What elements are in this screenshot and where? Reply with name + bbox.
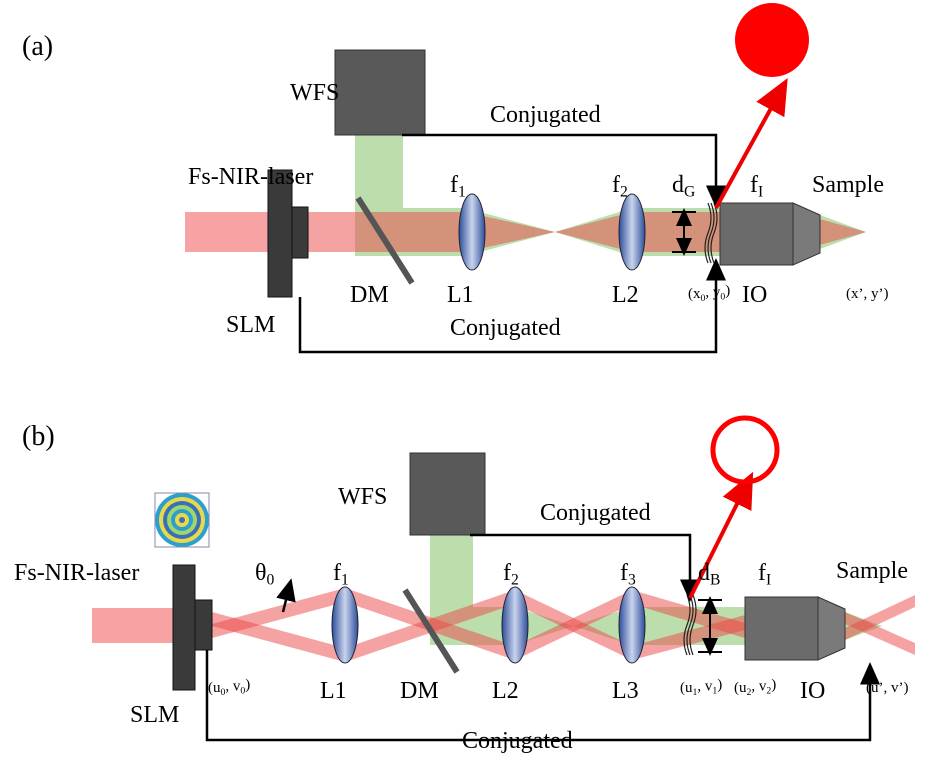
laser-beam <box>92 608 177 643</box>
text-part: B <box>710 572 720 589</box>
label: dB <box>698 560 720 589</box>
objective-tip <box>793 203 820 265</box>
text-part: ) <box>245 677 250 693</box>
text-part: , y <box>705 284 721 300</box>
label: Sample <box>836 558 908 584</box>
text-part: (u <box>208 680 221 696</box>
text-part: 3 <box>628 572 636 589</box>
label: (u’, v’) <box>866 680 908 696</box>
text-part: 1 <box>458 184 466 201</box>
text-part: , v <box>225 678 241 694</box>
text-part: ) <box>771 677 776 693</box>
label: (x’, y’) <box>846 286 888 302</box>
text-part: f <box>612 172 620 198</box>
optical-setup-figure: (a)WFSConjugatedFs-NIR-laserf1f2dGfISamp… <box>0 0 934 767</box>
label: Fs-NIR-laser <box>14 560 139 586</box>
label: L1 <box>320 678 347 704</box>
label: dG <box>672 172 695 201</box>
lens <box>619 194 645 270</box>
wfs-camera <box>410 453 485 535</box>
label: SLM <box>130 702 179 728</box>
label: DM <box>350 282 389 308</box>
text-part: f <box>503 560 511 586</box>
text-part: f <box>758 560 766 586</box>
focal-spot <box>735 3 809 77</box>
label: f2 <box>612 172 628 201</box>
text-part: 1 <box>341 572 349 589</box>
label: f1 <box>333 560 349 589</box>
text-part: , v <box>697 678 713 694</box>
label: θ0 <box>255 560 275 589</box>
focus-cone-red <box>820 219 866 245</box>
slm-mount <box>292 207 308 258</box>
label: Conjugated <box>490 102 601 128</box>
hologram-ring <box>179 517 185 523</box>
lens <box>619 587 645 663</box>
label: f2 <box>503 560 519 589</box>
label: (u2, v2) <box>734 677 776 698</box>
text-part: I <box>766 572 771 589</box>
label: SLM <box>226 312 275 338</box>
text-part: G <box>684 184 695 201</box>
label: WFS <box>338 484 387 510</box>
text-part: ) <box>717 677 722 693</box>
text-part: 2 <box>620 184 628 201</box>
laser-beam <box>185 212 270 252</box>
objective-body <box>720 203 793 265</box>
slm-mount <box>195 600 212 650</box>
label: Conjugated <box>450 315 561 341</box>
label: IO <box>800 678 825 704</box>
label: (x0, y0) <box>688 283 730 304</box>
text-part: θ <box>255 560 267 586</box>
label: L2 <box>612 282 639 308</box>
text-part: f <box>620 560 628 586</box>
text-part: f <box>750 172 758 198</box>
label: Fs-NIR-laser <box>188 164 313 190</box>
lens <box>332 587 358 663</box>
text-part: f <box>450 172 458 198</box>
label: f1 <box>450 172 466 201</box>
objective-tip <box>818 597 845 660</box>
text-part: , v <box>751 678 767 694</box>
label: Conjugated <box>540 500 651 526</box>
text-part: (u <box>734 680 747 696</box>
focal-spot-ring <box>713 418 777 482</box>
label: WFS <box>290 80 339 106</box>
label: DM <box>400 678 439 704</box>
red-beam <box>300 212 720 252</box>
panel-label: (a) <box>22 31 53 62</box>
label: (u0, v0) <box>208 677 250 698</box>
label: L1 <box>447 282 474 308</box>
lens <box>459 194 485 270</box>
text-part: f <box>333 560 341 586</box>
text-part: d <box>698 560 710 586</box>
text-part: (x <box>688 286 701 302</box>
text-part: 2 <box>511 572 519 589</box>
label: L2 <box>492 678 519 704</box>
text-part: I <box>758 184 763 201</box>
label: fI <box>750 172 763 201</box>
panel-label: (b) <box>22 421 55 452</box>
text-part: 0 <box>267 572 275 589</box>
text-part: (u <box>680 680 693 696</box>
label: IO <box>742 282 767 308</box>
label: f3 <box>620 560 636 589</box>
text-part: d <box>672 172 684 198</box>
label: (u1, v1) <box>680 677 722 698</box>
label: Sample <box>812 172 884 198</box>
text-part: ) <box>725 283 730 299</box>
wfs-camera <box>335 50 425 135</box>
slm <box>173 565 195 690</box>
lens <box>502 587 528 663</box>
label: L3 <box>612 678 639 704</box>
label: Conjugated <box>462 728 573 754</box>
objective-body <box>745 597 818 660</box>
signal-arrow <box>716 92 780 208</box>
label: fI <box>758 560 771 589</box>
